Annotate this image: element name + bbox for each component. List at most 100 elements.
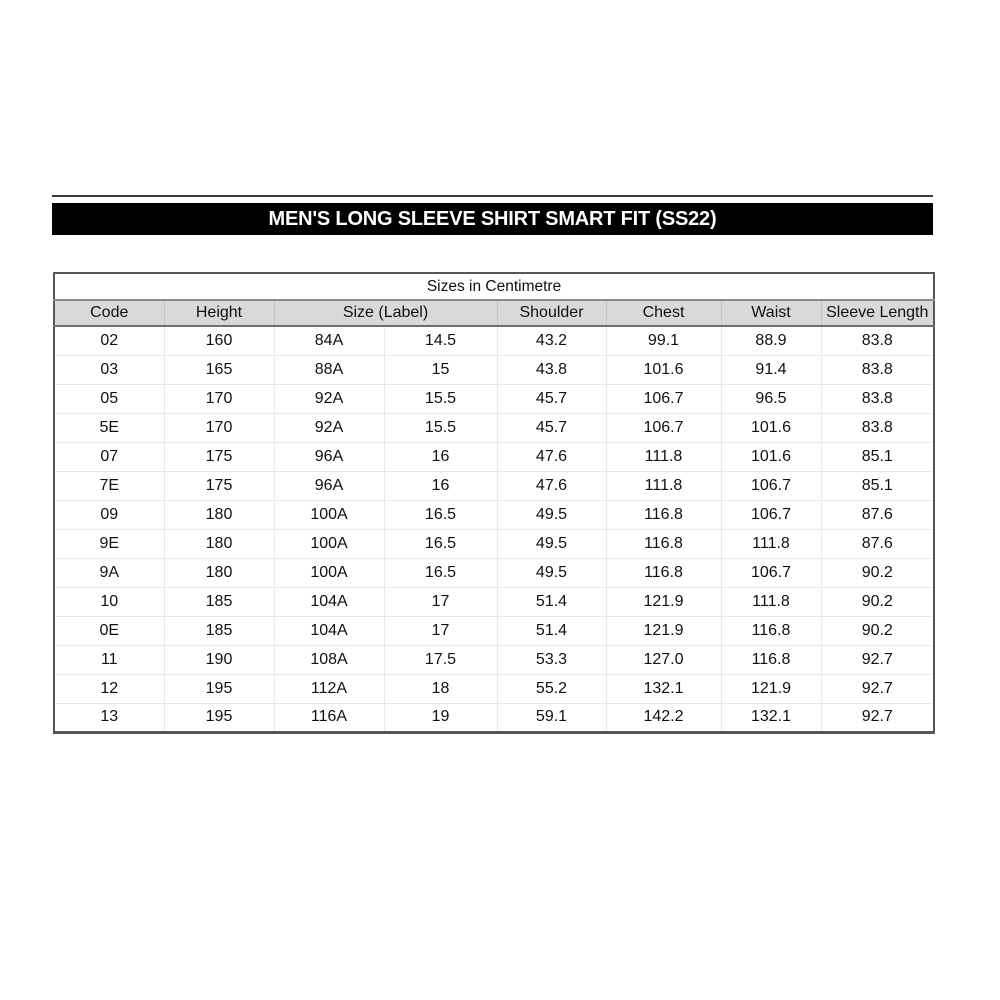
table-cell: 180 xyxy=(163,558,274,588)
table-cell: 121.9 xyxy=(605,587,721,617)
table-row: 12 195 112A 18 55.2 132.1 121.9 92.7 xyxy=(54,674,935,704)
table-cell: 45.7 xyxy=(496,384,606,414)
table-row: 02 160 84A 14.5 43.2 99.1 88.9 83.8 xyxy=(54,326,935,356)
table-cell: 106.7 xyxy=(605,413,721,443)
table-cell: 19 xyxy=(383,703,497,732)
table-caption: Sizes in Centimetre xyxy=(54,273,935,301)
table-row: 0E 185 104A 17 51.4 121.9 116.8 90.2 xyxy=(54,616,935,646)
table-cell: 111.8 xyxy=(605,471,721,501)
table-cell: 45.7 xyxy=(496,413,606,443)
table-cell: 55.2 xyxy=(496,674,606,704)
table-cell: 116.8 xyxy=(605,500,721,530)
table-cell: 185 xyxy=(163,616,274,646)
table-cell: 121.9 xyxy=(720,674,821,704)
table-row: 05 170 92A 15.5 45.7 106.7 96.5 83.8 xyxy=(54,384,935,414)
table-cell: 142.2 xyxy=(605,703,721,732)
table-cell: 14.5 xyxy=(383,326,497,356)
title-bar: MEN'S LONG SLEEVE SHIRT SMART FIT (SS22) xyxy=(52,203,933,235)
table-cell: 47.6 xyxy=(496,442,606,472)
table-cell: 53.3 xyxy=(496,645,606,675)
table-cell: 91.4 xyxy=(720,355,821,385)
table-cell: 121.9 xyxy=(605,616,721,646)
table-cell: 99.1 xyxy=(605,326,721,356)
table-cell: 83.8 xyxy=(820,384,935,414)
table-cell: 90.2 xyxy=(820,558,935,588)
table-cell: 43.2 xyxy=(496,326,606,356)
table-cell: 15 xyxy=(383,355,497,385)
table-cell: 17.5 xyxy=(383,645,497,675)
table-row: 9A 180 100A 16.5 49.5 116.8 106.7 90.2 xyxy=(54,558,935,588)
table-cell: 100A xyxy=(273,529,384,559)
table-cell: 43.8 xyxy=(496,355,606,385)
table-cell: 83.8 xyxy=(820,326,935,356)
table-cell: 101.6 xyxy=(720,442,821,472)
table-cell: 49.5 xyxy=(496,558,606,588)
table-row: 10 185 104A 17 51.4 121.9 111.8 90.2 xyxy=(54,587,935,617)
table-cell: 90.2 xyxy=(820,616,935,646)
column-header-chest: Chest xyxy=(605,300,721,327)
table-cell: 92A xyxy=(273,413,384,443)
table-cell: 96A xyxy=(273,442,384,472)
table-cell: 16.5 xyxy=(383,558,497,588)
table-row: 03 165 88A 15 43.8 101.6 91.4 83.8 xyxy=(54,355,935,385)
column-header-shoulder: Shoulder xyxy=(496,300,606,327)
table-cell: 106.7 xyxy=(720,558,821,588)
table-cell: 90.2 xyxy=(820,587,935,617)
table-cell: 16.5 xyxy=(383,529,497,559)
table-cell: 127.0 xyxy=(605,645,721,675)
table-cell: 170 xyxy=(163,384,274,414)
table-cell: 116A xyxy=(273,703,384,732)
table-cell: 87.6 xyxy=(820,529,935,559)
table-cell: 100A xyxy=(273,500,384,530)
table-cell: 83.8 xyxy=(820,355,935,385)
table-cell: 100A xyxy=(273,558,384,588)
table-cell: 92.7 xyxy=(820,703,935,732)
table-cell: 195 xyxy=(163,674,274,704)
table-cell: 47.6 xyxy=(496,471,606,501)
table-cell: 18 xyxy=(383,674,497,704)
table-row: 11 190 108A 17.5 53.3 127.0 116.8 92.7 xyxy=(54,645,935,675)
table-cell: 185 xyxy=(163,587,274,617)
table-cell: 02 xyxy=(54,326,164,356)
table-cell: 111.8 xyxy=(605,442,721,472)
size-chart-table: Sizes in Centimetre Code Height Size (La… xyxy=(53,272,936,734)
table-cell: 59.1 xyxy=(496,703,606,732)
table-header-row: Code Height Size (Label) Shoulder Chest … xyxy=(54,300,935,327)
table-cell: 15.5 xyxy=(383,384,497,414)
column-header-sleeve-length: Sleeve Length xyxy=(820,300,935,327)
table-cell: 49.5 xyxy=(496,529,606,559)
table-cell: 0E xyxy=(54,616,164,646)
table-cell: 17 xyxy=(383,587,497,617)
table-cell: 108A xyxy=(273,645,384,675)
table-cell: 85.1 xyxy=(820,471,935,501)
table-cell: 175 xyxy=(163,471,274,501)
table-cell: 88A xyxy=(273,355,384,385)
table-cell: 88.9 xyxy=(720,326,821,356)
table-cell: 51.4 xyxy=(496,587,606,617)
table-cell: 160 xyxy=(163,326,274,356)
table-cell: 96.5 xyxy=(720,384,821,414)
table-cell: 7E xyxy=(54,471,164,501)
table-cell: 106.7 xyxy=(720,471,821,501)
table-cell: 17 xyxy=(383,616,497,646)
table-row: 07 175 96A 16 47.6 111.8 101.6 85.1 xyxy=(54,442,935,472)
table-cell: 03 xyxy=(54,355,164,385)
table-row: 5E 170 92A 15.5 45.7 106.7 101.6 83.8 xyxy=(54,413,935,443)
table-caption-row: Sizes in Centimetre xyxy=(54,273,935,301)
table-cell: 116.8 xyxy=(605,558,721,588)
table-cell: 92.7 xyxy=(820,645,935,675)
table-cell: 16 xyxy=(383,442,497,472)
table-cell: 195 xyxy=(163,703,274,732)
table-cell: 111.8 xyxy=(720,529,821,559)
table-cell: 132.1 xyxy=(720,703,821,732)
table-cell: 07 xyxy=(54,442,164,472)
table-cell: 106.7 xyxy=(605,384,721,414)
table-cell: 101.6 xyxy=(720,413,821,443)
table-cell: 106.7 xyxy=(720,500,821,530)
table-cell: 116.8 xyxy=(720,645,821,675)
table-cell: 15.5 xyxy=(383,413,497,443)
table-row: 09 180 100A 16.5 49.5 116.8 106.7 87.6 xyxy=(54,500,935,530)
top-divider-line xyxy=(52,195,933,197)
table-row: 7E 175 96A 16 47.6 111.8 106.7 85.1 xyxy=(54,471,935,501)
